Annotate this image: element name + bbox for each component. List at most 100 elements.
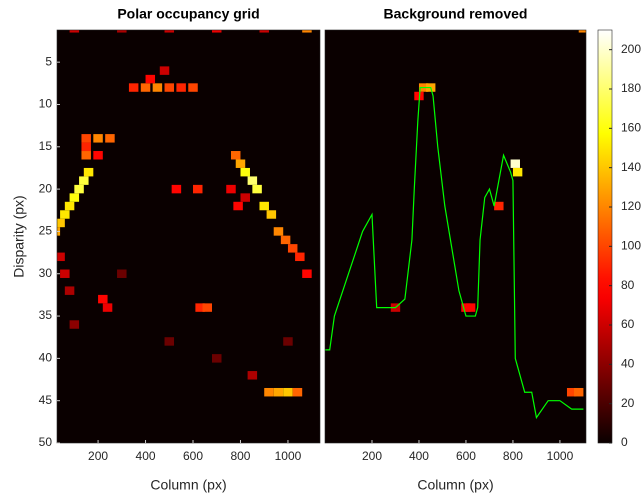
y-tick-label: 30 [39, 266, 53, 280]
heat-cell [512, 167, 523, 177]
heat-cell [302, 30, 312, 33]
y-axis-label: Disparity (px) [11, 195, 27, 277]
heat-cell [247, 371, 258, 380]
heat-cell [235, 159, 246, 168]
heat-cell [164, 83, 175, 92]
heat-cell [152, 83, 163, 92]
heat-cell [283, 387, 293, 397]
colorbar-tick-label: 100 [621, 239, 641, 253]
y-tick-label: 10 [39, 97, 53, 111]
heat-cell [465, 303, 476, 312]
y-tick-label: 50 [39, 435, 53, 449]
heat-cell [259, 201, 269, 211]
y-tick-label: 35 [39, 308, 53, 322]
colorbar-tick-label: 80 [621, 278, 635, 292]
heat-cell [302, 269, 312, 278]
x-tick-label: 1000 [547, 449, 574, 463]
heat-cell [226, 184, 236, 194]
plot-background [57, 30, 320, 443]
colorbar-tick-label: 140 [621, 160, 641, 174]
heat-cell [140, 83, 151, 92]
heat-cell [159, 66, 170, 75]
y-tick-label: 40 [39, 351, 53, 365]
heat-cell [57, 218, 65, 228]
heat-cell [64, 286, 75, 295]
heat-cell [292, 387, 303, 397]
heat-cell [98, 294, 108, 304]
heat-cell [102, 303, 113, 312]
x-tick-label: 200 [88, 449, 108, 463]
y-tick-label: 45 [39, 393, 53, 407]
heat-cell [79, 176, 89, 185]
boundary-line [325, 86, 584, 420]
heat-cell [193, 184, 203, 194]
x-tick-label: 400 [136, 449, 156, 463]
heat-cell [240, 193, 250, 202]
heat-cell [60, 269, 70, 278]
heat-cell [295, 252, 305, 262]
heat-cell [69, 193, 80, 202]
panel-title: Polar occupancy grid [117, 6, 259, 22]
axes-frame [324, 29, 587, 444]
heat-cell [117, 269, 127, 278]
colorbar-tick-label: 40 [621, 357, 635, 371]
heat-cell [259, 30, 269, 33]
heat-cell [164, 337, 175, 346]
x-tick-label: 1000 [275, 449, 302, 463]
heat-cell [566, 387, 577, 397]
heat-cell [247, 176, 258, 185]
heat-cell [574, 387, 584, 397]
cells [57, 30, 312, 397]
x-tick-label: 800 [230, 449, 250, 463]
heat-cell [211, 354, 222, 363]
y-tick-label: 5 [45, 54, 52, 68]
x-tick-label: 800 [503, 449, 523, 463]
panel-title: Background removed [384, 6, 528, 22]
colorbar-tick-label: 160 [621, 121, 641, 135]
colorbar-tick-label: 20 [621, 396, 635, 410]
heat-cell [171, 184, 182, 194]
colorbar-tick-label: 60 [621, 317, 635, 331]
heat-cell [578, 30, 586, 33]
plot-background [325, 30, 586, 443]
heat-cell [57, 252, 65, 262]
heat-cell [145, 74, 156, 84]
heat-cell [93, 151, 103, 160]
heat-cell [69, 320, 80, 329]
heat-cell [81, 134, 91, 143]
x-axis-label: Column (px) [150, 477, 226, 493]
colorbar-tick-label: 120 [621, 199, 641, 213]
x-tick-label: 200 [362, 449, 382, 463]
colorbar [597, 29, 613, 444]
heat-cell [264, 387, 274, 397]
heat-cell [93, 134, 103, 143]
heat-cell [494, 201, 504, 211]
heat-cell [164, 30, 175, 33]
heat-cell [128, 83, 139, 92]
heat-cell [287, 244, 298, 253]
heat-cell [81, 142, 91, 152]
heat-cell [83, 167, 94, 177]
colorbar-tick-label: 200 [621, 42, 641, 56]
heat-cell [510, 159, 520, 168]
heat-cell [81, 151, 91, 160]
heat-cell [280, 235, 291, 245]
x-tick-label: 600 [183, 449, 203, 463]
heat-cell [69, 30, 80, 33]
heat-cell [233, 201, 243, 211]
heat-cell [105, 134, 115, 143]
heat-cell [252, 184, 262, 194]
axes-frame [56, 29, 321, 444]
heat-cell [273, 227, 284, 236]
y-tick-label: 20 [39, 181, 53, 195]
y-tick-label: 15 [39, 139, 53, 153]
heat-cell [195, 303, 205, 312]
x-tick-label: 400 [409, 449, 429, 463]
cells [325, 30, 586, 420]
x-tick-label: 600 [456, 449, 476, 463]
heat-cell [64, 201, 75, 211]
heat-cell [176, 83, 186, 92]
heat-cell [240, 167, 250, 177]
heat-cell [202, 303, 212, 312]
